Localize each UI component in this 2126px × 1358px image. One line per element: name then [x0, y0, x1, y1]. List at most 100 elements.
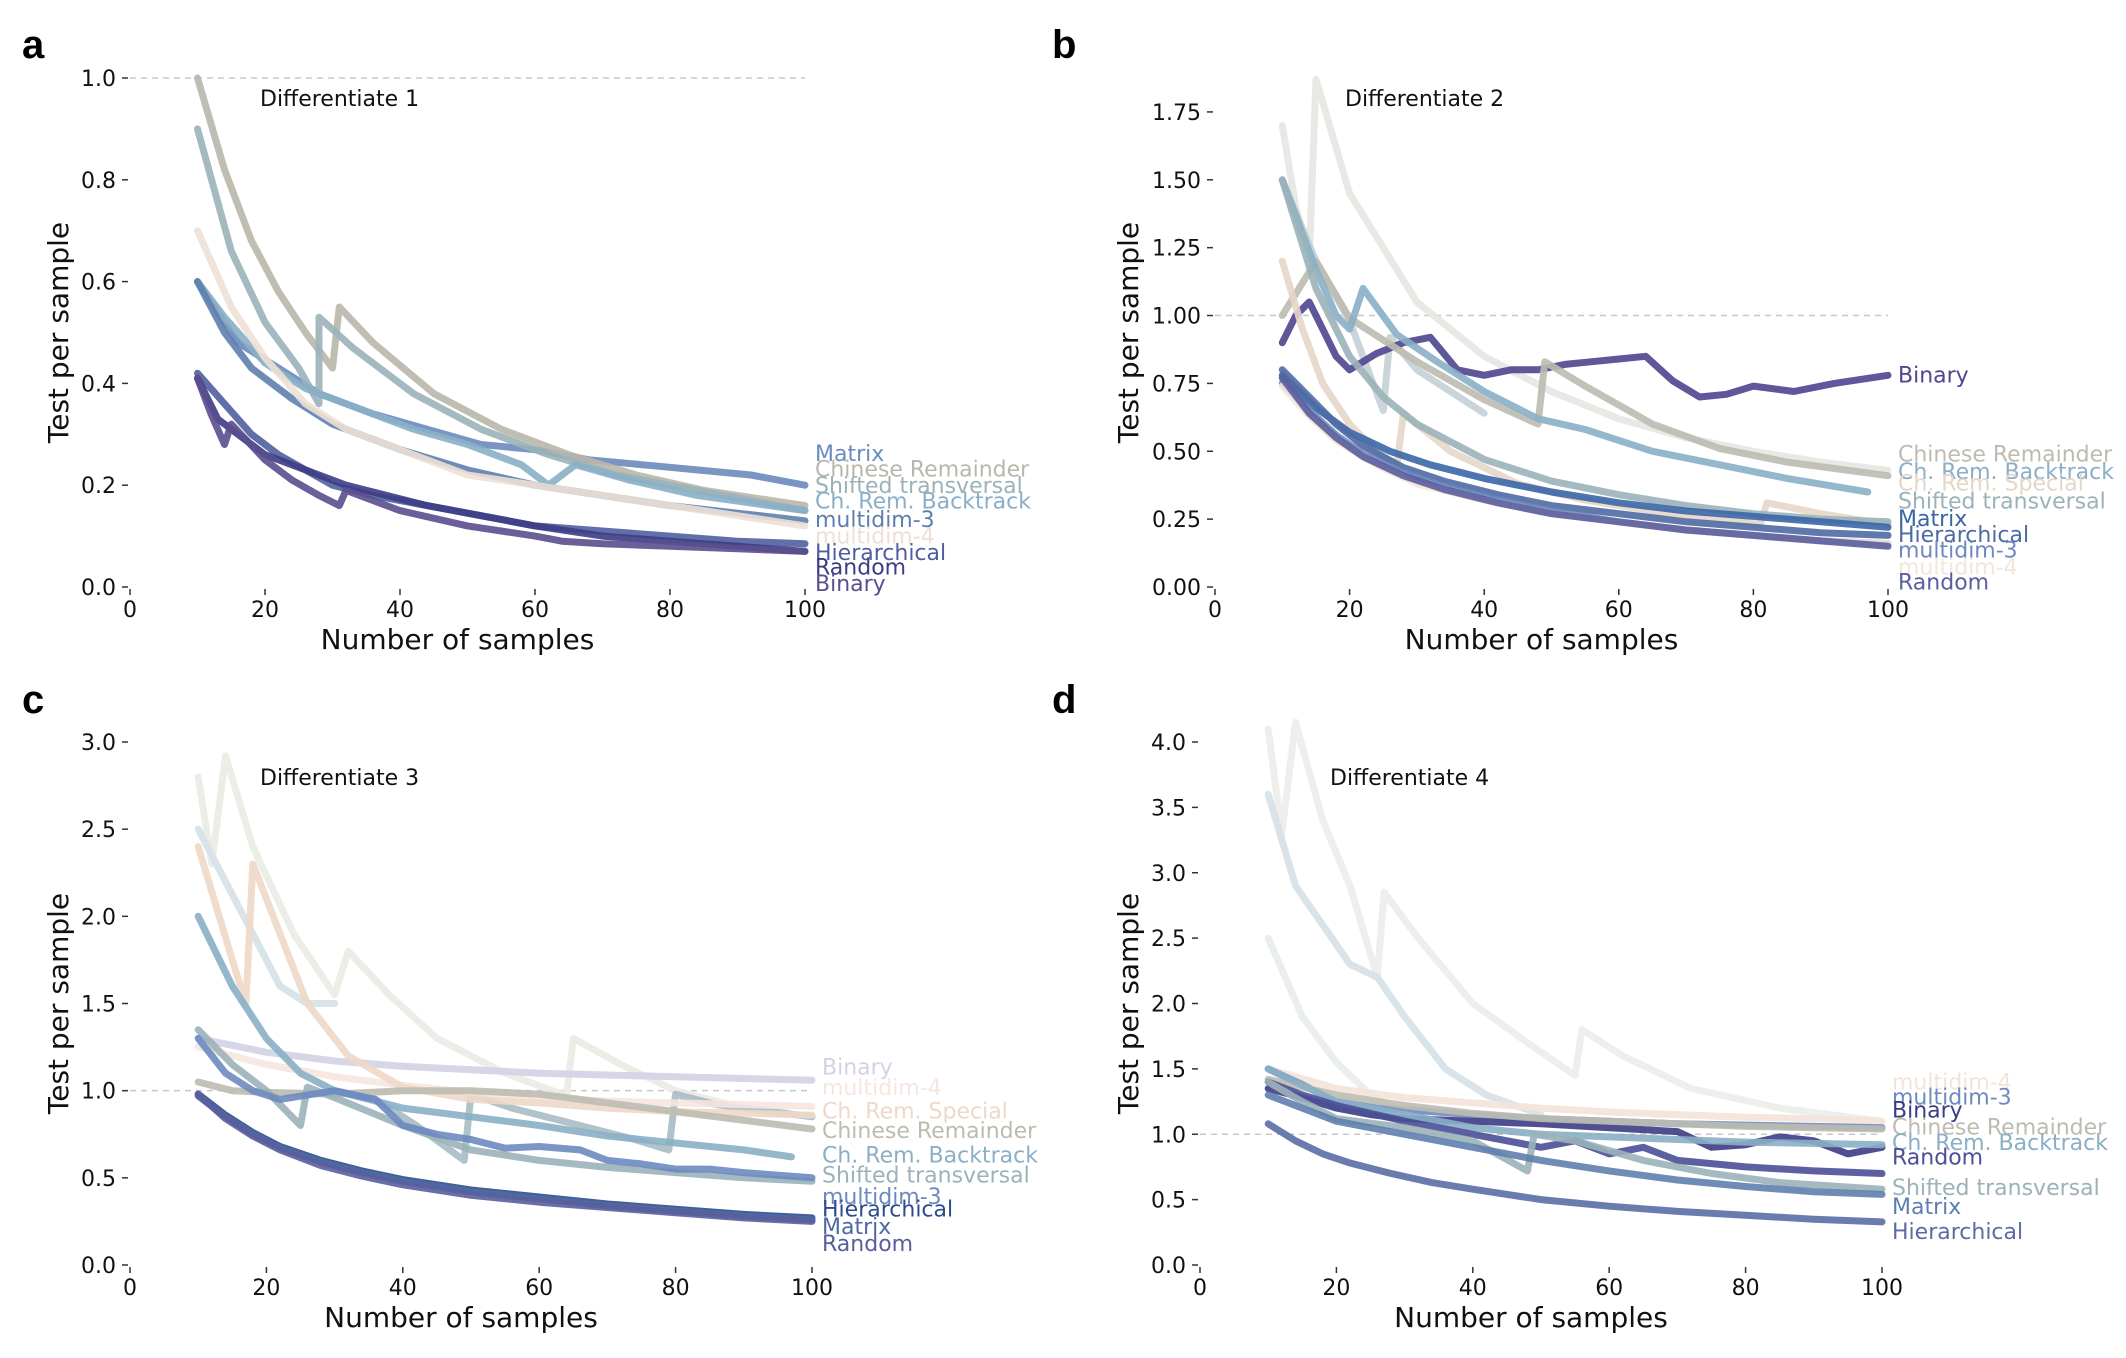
panel-d: d 0.0 0.5 1.0 1.5 2.0 2.5 3.0 3.5 4.0 0 20 40 60 80 100…	[1052, 678, 2108, 1334]
series-label-matrix: Matrix	[822, 1215, 891, 1240]
x-tick-label: 0	[1208, 598, 1222, 623]
y-tick-label: 1.5	[81, 993, 116, 1018]
panel-title: Differentiate 3	[260, 766, 419, 791]
x-axis-label: Number of samples	[1394, 1301, 1668, 1334]
panel-letter: c	[22, 678, 44, 722]
x-tick-label: 20	[1336, 598, 1364, 623]
y-tick-label: 1.75	[1152, 101, 1201, 126]
y-tick-label: 0.2	[81, 474, 116, 499]
series-label-multidim-3: multidim-3	[1898, 539, 2018, 564]
y-axis-label: Test per sample	[1112, 222, 1145, 444]
series-label-chinese-remainder: Chinese Remainder	[822, 1119, 1037, 1144]
x-axis-label: Number of samples	[324, 1301, 598, 1334]
x-tick-label: 100	[1867, 598, 1909, 623]
panel-a: a 0.0 0.2 0.4 0.6 0.8 1.0 0 20 40 60 80 100 Number of…	[22, 23, 1031, 656]
series-label-random: Random	[1898, 571, 1989, 596]
y-tick-label: 2.5	[81, 818, 116, 843]
series-label-ch-rem-backtrack: Ch. Rem. Backtrack	[1898, 460, 2114, 485]
x-tick-label: 60	[1595, 1276, 1623, 1301]
series-label-binary: Binary	[822, 1055, 893, 1080]
series-line-chinese-remainder	[1278, 257, 1892, 480]
x-tick-label: 60	[1605, 598, 1633, 623]
y-tick-label: 0.5	[81, 1167, 116, 1192]
series-label-hierarchical: Hierarchical	[815, 541, 946, 566]
x-tick-label: 0	[123, 1276, 137, 1301]
series-label-shifted-transversal: Shifted transversal	[822, 1163, 1030, 1188]
series-label-shifted-transversal: Shifted transversal	[1898, 490, 2106, 515]
x-tick-label: 100	[791, 1276, 833, 1301]
x-tick-label: 100	[1861, 1276, 1903, 1301]
y-tick-label: 3.5	[1151, 796, 1186, 821]
panel-b: b 0.00 0.25 0.50 0.75 1.00 1.25 1.50 1.75 0 20 40 60…	[1052, 23, 2114, 656]
x-tick-label: 40	[386, 598, 414, 623]
series-label-binary: Binary	[815, 572, 886, 597]
series-label-random: Random	[815, 556, 906, 581]
series-label-matrix: Matrix	[1892, 1195, 1961, 1220]
series-label-binary: Binary	[1892, 1098, 1963, 1123]
series-line-matrix	[1264, 1091, 1886, 1198]
series-line-ch-rem-backtrack	[194, 912, 795, 1161]
panel-title: Differentiate 4	[1330, 766, 1489, 791]
x-tick-label: 60	[525, 1276, 553, 1301]
y-tick-label: 0.0	[1151, 1254, 1186, 1279]
y-tick-label: 2.5	[1151, 927, 1186, 952]
y-tick-label: 1.25	[1152, 237, 1201, 262]
y-tick-label: 2.0	[81, 905, 116, 930]
y-tick-label: 0.0	[81, 576, 116, 601]
panel-title: Differentiate 1	[260, 87, 419, 112]
panel-letter: d	[1052, 678, 1076, 722]
series-line-binary	[194, 1034, 816, 1084]
y-tick-label: 1.5	[1151, 1058, 1186, 1083]
series-label-multidim-3: multidim-3	[822, 1185, 942, 1210]
series-label-multidim-3: multidim-3	[1892, 1085, 2012, 1110]
y-tick-label: 3.0	[1151, 862, 1186, 887]
series-line-chinese-remainder	[194, 74, 809, 510]
series-label-hierarchical: Hierarchical	[1898, 523, 2029, 548]
series-label-binary: Binary	[1898, 364, 1969, 389]
series-label-hierarchical: Hierarchical	[1892, 1220, 2023, 1245]
series-label-multidim-4: multidim-4	[822, 1076, 942, 1101]
x-tick-label: 40	[1470, 598, 1498, 623]
x-axis-label: Number of samples	[1405, 623, 1679, 656]
x-axis-label: Number of samples	[321, 623, 595, 656]
y-tick-label: 1.50	[1152, 169, 1201, 194]
y-tick-label: 4.0	[1151, 731, 1186, 756]
series-line-hierarchical	[1264, 1120, 1886, 1226]
series-label-shifted-transversal: Shifted transversal	[815, 474, 1023, 499]
series-line-random	[194, 1090, 816, 1225]
faded-series-line	[1278, 75, 1892, 474]
series-line-shifted-transversal	[194, 125, 809, 515]
panel-title: Differentiate 2	[1345, 87, 1504, 112]
x-tick-label: 40	[1459, 1276, 1487, 1301]
series-line-binary	[194, 374, 809, 555]
y-tick-label: 1.00	[1152, 305, 1201, 330]
series-line-multidim-3	[194, 1034, 816, 1182]
series-line-random	[1278, 374, 1892, 550]
x-tick-label: 80	[662, 1276, 690, 1301]
series-line-ch-rem-backtrack	[1278, 176, 1872, 496]
y-tick-label: 3.0	[81, 731, 116, 756]
series-line-multidim-4	[194, 227, 809, 530]
y-tick-label: 1.0	[81, 67, 116, 92]
series-label-ch-rem-backtrack: Ch. Rem. Backtrack	[822, 1143, 1038, 1168]
series-label-matrix: Matrix	[1898, 507, 1967, 532]
x-tick-label: 60	[521, 598, 549, 623]
faded-series-line	[1264, 718, 1886, 1125]
series-label-multidim-3: multidim-3	[815, 508, 935, 533]
y-tick-label: 0.6	[81, 271, 116, 296]
x-tick-label: 80	[1732, 1276, 1760, 1301]
y-tick-label: 1.0	[1151, 1123, 1186, 1148]
panel-c: c 0.0 0.5 1.0 1.5 2.0 2.5 3.0 0 20 40 60 80 100 Number…	[22, 678, 1038, 1334]
faded-series-line	[331, 1087, 816, 1164]
series-label-multidim-4: multidim-4	[1892, 1070, 2012, 1095]
panel-letter: a	[22, 23, 45, 67]
x-tick-label: 0	[123, 598, 137, 623]
y-tick-label: 2.0	[1151, 993, 1186, 1018]
y-tick-label: 0.0	[81, 1254, 116, 1279]
series-line-chinese-remainder	[1264, 1075, 1886, 1133]
series-label-shifted-transversal: Shifted transversal	[1892, 1176, 2100, 1201]
y-tick-label: 0.8	[81, 169, 116, 194]
y-axis-label: Test per sample	[42, 893, 75, 1115]
y-tick-label: 0.4	[81, 372, 116, 397]
